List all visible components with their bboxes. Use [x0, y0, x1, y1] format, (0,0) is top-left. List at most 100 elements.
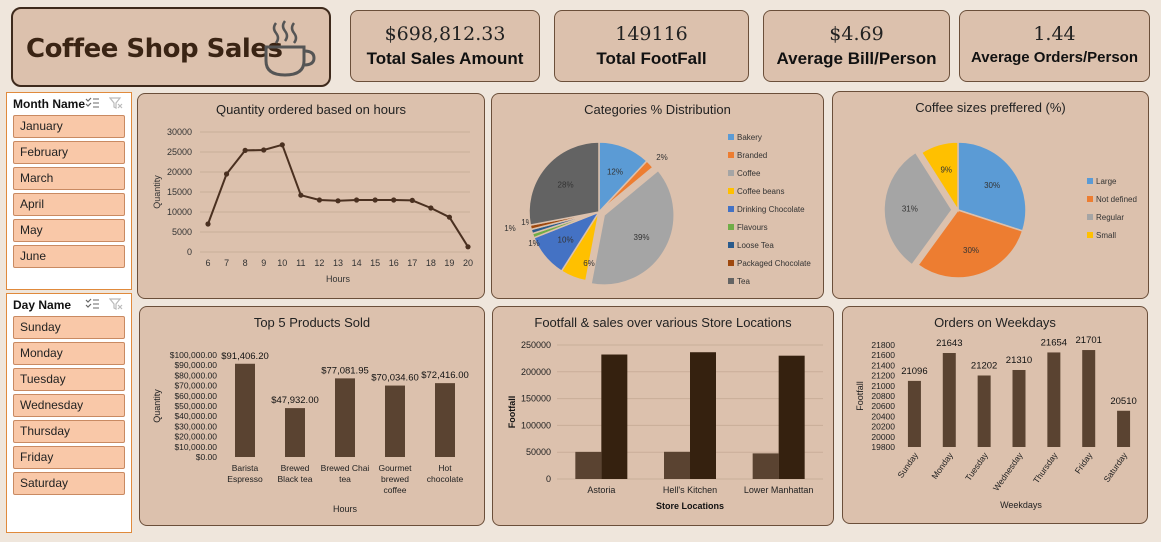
bar: [601, 354, 628, 479]
legend-label: Branded: [737, 151, 767, 160]
kpi-average-bill: $4.69 Average Bill/Person: [763, 10, 950, 82]
bar-data-label: 21643: [936, 338, 962, 349]
data-point: [205, 221, 211, 227]
x-tick-label: Lower Manhattan: [744, 485, 814, 495]
slicer-item-sunday[interactable]: Sunday: [13, 316, 125, 339]
pie-slice: [957, 141, 1027, 232]
pie-data-label: 30%: [963, 246, 979, 255]
slicer-item-wednesday[interactable]: Wednesday: [13, 394, 125, 417]
slicer-title: Month Name: [13, 97, 85, 111]
bar: [664, 451, 690, 479]
legend-label: Packaged Chocolate: [737, 259, 811, 268]
bar: [435, 383, 455, 457]
slicer-item-friday[interactable]: Friday: [13, 446, 125, 469]
legend-swatch: [1087, 214, 1093, 220]
x-tick-label: Gourmet: [378, 463, 412, 473]
data-point: [409, 197, 415, 203]
x-tick-label: Wednesday: [991, 450, 1025, 493]
bar: [575, 451, 602, 479]
bar: [385, 385, 405, 457]
y-tick-label: $80,000.00: [174, 370, 217, 380]
month-slicer: Month Name January February March April …: [6, 92, 132, 290]
chart-title: Categories % Distribution: [584, 102, 731, 117]
legend-label: Regular: [1096, 213, 1124, 222]
bar: [977, 375, 991, 447]
x-tick-label: 12: [314, 258, 324, 268]
y-tick-label: $50,000.00: [174, 401, 217, 411]
legend-swatch: [728, 152, 734, 158]
slicer-item-february[interactable]: February: [13, 141, 125, 164]
kpi-label: Average Orders/Person: [970, 49, 1139, 66]
y-tick-label: $100,000.00: [170, 350, 218, 360]
x-tick-label: Sunday: [895, 450, 920, 480]
chart-title: Orders on Weekdays: [934, 315, 1056, 330]
slicer-item-saturday[interactable]: Saturday: [13, 472, 125, 495]
slicer-item-march[interactable]: March: [13, 167, 125, 190]
data-point: [391, 197, 397, 203]
dashboard-title: Coffee Shop Sales: [26, 34, 283, 64]
bar: [752, 453, 779, 479]
clear-filter-icon[interactable]: [109, 298, 123, 310]
x-tick-label: 11: [296, 258, 305, 268]
y-tick-label: 20000: [167, 167, 192, 177]
weekday-orders-chart: 1980020000202002040020600208002100021200…: [855, 335, 1137, 510]
x-tick-label: 9: [261, 258, 266, 268]
chart-title: Coffee sizes preffered (%): [915, 100, 1066, 115]
y-tick-label: 30000: [167, 127, 192, 137]
data-point: [316, 197, 323, 203]
kpi-total-footfall: 149116 Total FootFall: [554, 10, 749, 82]
kpi-value: $4.69: [829, 23, 884, 45]
legend-swatch: [728, 170, 734, 176]
x-axis-label: Hours: [326, 274, 351, 284]
multi-select-icon[interactable]: [85, 298, 99, 310]
bar: [285, 408, 305, 457]
legend-swatch: [728, 206, 734, 212]
multi-select-icon[interactable]: [85, 97, 99, 109]
slicer-item-thursday[interactable]: Thursday: [13, 420, 125, 443]
y-axis-label: Quantity: [152, 175, 162, 209]
bar: [1047, 352, 1061, 447]
x-tick-label: 13: [333, 258, 343, 268]
y-tick-label: 10000: [167, 207, 192, 217]
pie-slice: [883, 151, 953, 266]
slicer-item-may[interactable]: May: [13, 219, 125, 242]
hourly-quantity-chart: 0 5000 10000 15000 20000 25000 30000 6 7 8 9 10 11 12…: [152, 127, 473, 284]
categories-pie-chart: 12% 2% 39% 6% 10% 1% 1% 1% 28% Bakery Branded Coffe…: [504, 133, 811, 286]
bar: [1012, 369, 1026, 447]
y-tick-label: 20400: [871, 411, 895, 421]
slicer-item-january[interactable]: January: [13, 115, 125, 138]
y-tick-label: $90,000.00: [174, 360, 217, 370]
clear-filter-icon[interactable]: [109, 97, 123, 109]
kpi-label: Average Bill/Person: [776, 49, 937, 68]
pie-data-label: 31%: [902, 204, 918, 213]
bar-data-label: $70,034.60: [371, 373, 419, 384]
data-point: [446, 214, 453, 220]
slicer-item-june[interactable]: June: [13, 245, 125, 268]
legend-label: Large: [1096, 177, 1117, 186]
y-tick-label: 0: [187, 247, 192, 257]
x-tick-label: Friday: [1073, 450, 1095, 476]
x-tick-label: 19: [444, 258, 454, 268]
legend-swatch: [1087, 196, 1093, 202]
x-axis-label: Store Locations: [656, 501, 724, 511]
slicer-header: Day Name: [7, 294, 131, 316]
legend-label: Small: [1096, 231, 1116, 240]
slicer-item-monday[interactable]: Monday: [13, 342, 125, 365]
y-tick-label: 100000: [521, 420, 551, 430]
y-tick-label: $60,000.00: [174, 391, 217, 401]
pie-slice: [528, 141, 600, 226]
bar-data-label: 20510: [1110, 396, 1136, 407]
bar-data-label: $47,932.00: [271, 395, 319, 406]
pie-data-label: 9%: [940, 166, 952, 175]
x-axis-label: Weekdays: [1000, 500, 1042, 510]
legend-swatch: [728, 224, 734, 230]
slicer-item-april[interactable]: April: [13, 193, 125, 216]
slicer-header: Month Name: [7, 93, 131, 115]
legend-label: Drinking Chocolate: [737, 205, 805, 214]
y-tick-label: 20000: [871, 432, 895, 442]
data-point: [279, 142, 285, 148]
y-tick-label: $0.00: [196, 452, 218, 462]
slicer-item-tuesday[interactable]: Tuesday: [13, 368, 125, 391]
y-tick-label: $30,000.00: [174, 421, 217, 431]
chart-title: Top 5 Products Sold: [253, 315, 371, 330]
